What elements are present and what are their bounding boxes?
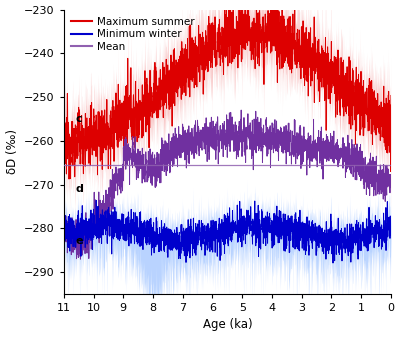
X-axis label: Age (ka): Age (ka) xyxy=(202,318,252,332)
Y-axis label: δD (‰): δD (‰) xyxy=(6,129,18,174)
Text: d: d xyxy=(75,184,83,194)
Text: c: c xyxy=(75,114,82,124)
Text: e: e xyxy=(75,236,83,246)
Legend: Maximum summer, Minimum winter, Mean: Maximum summer, Minimum winter, Mean xyxy=(69,15,197,54)
